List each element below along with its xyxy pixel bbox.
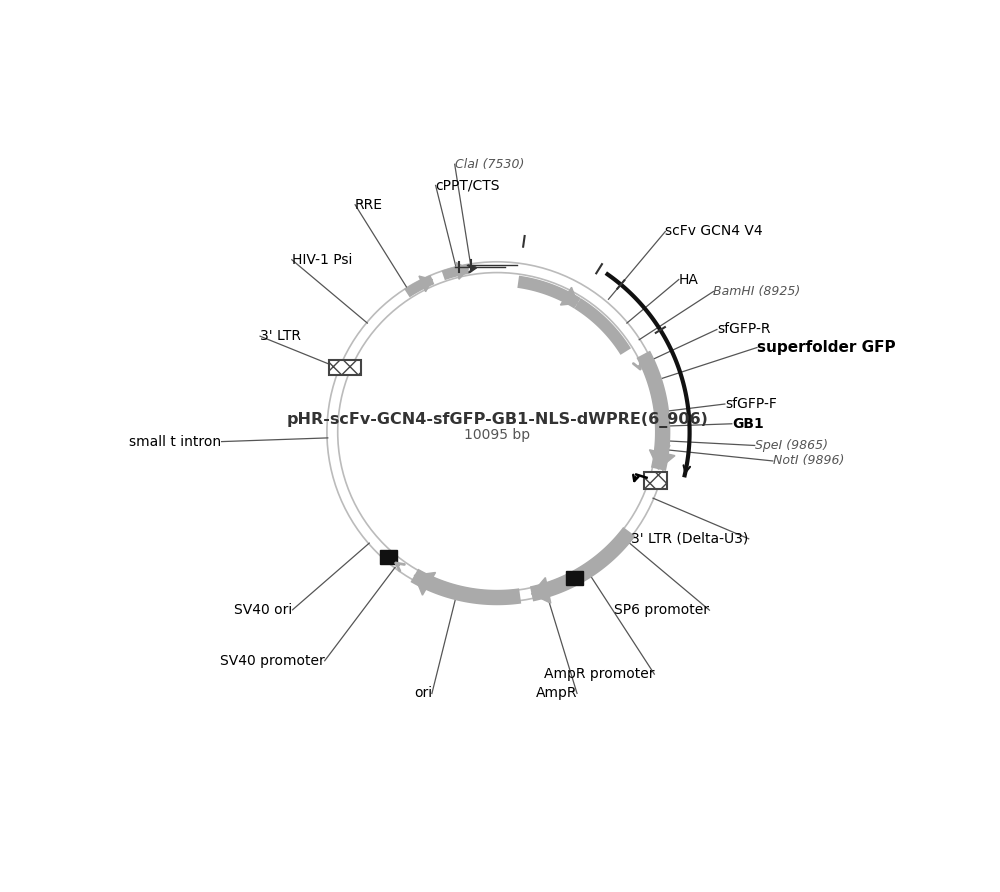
Text: SP6 promoter: SP6 promoter (614, 603, 709, 617)
Text: cPPT/CTS: cPPT/CTS (436, 178, 500, 193)
Text: AmpR promoter: AmpR promoter (544, 667, 654, 681)
Text: NotI (9896): NotI (9896) (773, 454, 844, 467)
Text: 3' LTR: 3' LTR (260, 329, 301, 343)
FancyBboxPatch shape (644, 472, 667, 489)
Text: RRE: RRE (355, 198, 383, 211)
Polygon shape (456, 262, 468, 279)
Text: SV40 ori: SV40 ori (234, 603, 293, 616)
Polygon shape (414, 573, 436, 595)
Text: pHR-scFv-GCN4-sfGFP-GB1-NLS-dWPRE(6_906): pHR-scFv-GCN4-sfGFP-GB1-NLS-dWPRE(6_906) (286, 412, 708, 427)
Text: ClaI (7530): ClaI (7530) (455, 158, 524, 170)
FancyBboxPatch shape (329, 359, 361, 375)
Text: BamHI (8925): BamHI (8925) (713, 285, 801, 298)
Text: HIV-1 Psi: HIV-1 Psi (292, 252, 352, 267)
Polygon shape (419, 276, 432, 292)
Text: small t intron: small t intron (129, 434, 222, 449)
Text: SpeI (9865): SpeI (9865) (755, 439, 828, 452)
Polygon shape (574, 298, 631, 355)
Polygon shape (442, 264, 469, 280)
Text: SV40 promoter: SV40 promoter (220, 654, 325, 668)
Polygon shape (410, 569, 521, 606)
FancyBboxPatch shape (566, 571, 583, 585)
Text: AmpR: AmpR (536, 686, 577, 700)
Text: superfolder GFP: superfolder GFP (757, 340, 896, 355)
Text: scFv GCN4 V4: scFv GCN4 V4 (665, 225, 763, 238)
Polygon shape (649, 450, 675, 469)
Polygon shape (404, 275, 434, 297)
FancyBboxPatch shape (380, 550, 397, 564)
Polygon shape (532, 578, 551, 603)
Text: sfGFP-R: sfGFP-R (717, 323, 770, 336)
Polygon shape (560, 287, 577, 305)
Text: HA: HA (679, 273, 699, 286)
Text: 10095 bp: 10095 bp (464, 428, 530, 442)
Polygon shape (517, 276, 581, 309)
Text: sfGFP-F: sfGFP-F (725, 397, 777, 411)
Polygon shape (530, 527, 635, 601)
Text: GB1: GB1 (732, 417, 764, 431)
Text: 3' LTR (Delta-U3): 3' LTR (Delta-U3) (631, 532, 749, 546)
Polygon shape (636, 351, 670, 471)
Text: ori: ori (414, 687, 432, 700)
